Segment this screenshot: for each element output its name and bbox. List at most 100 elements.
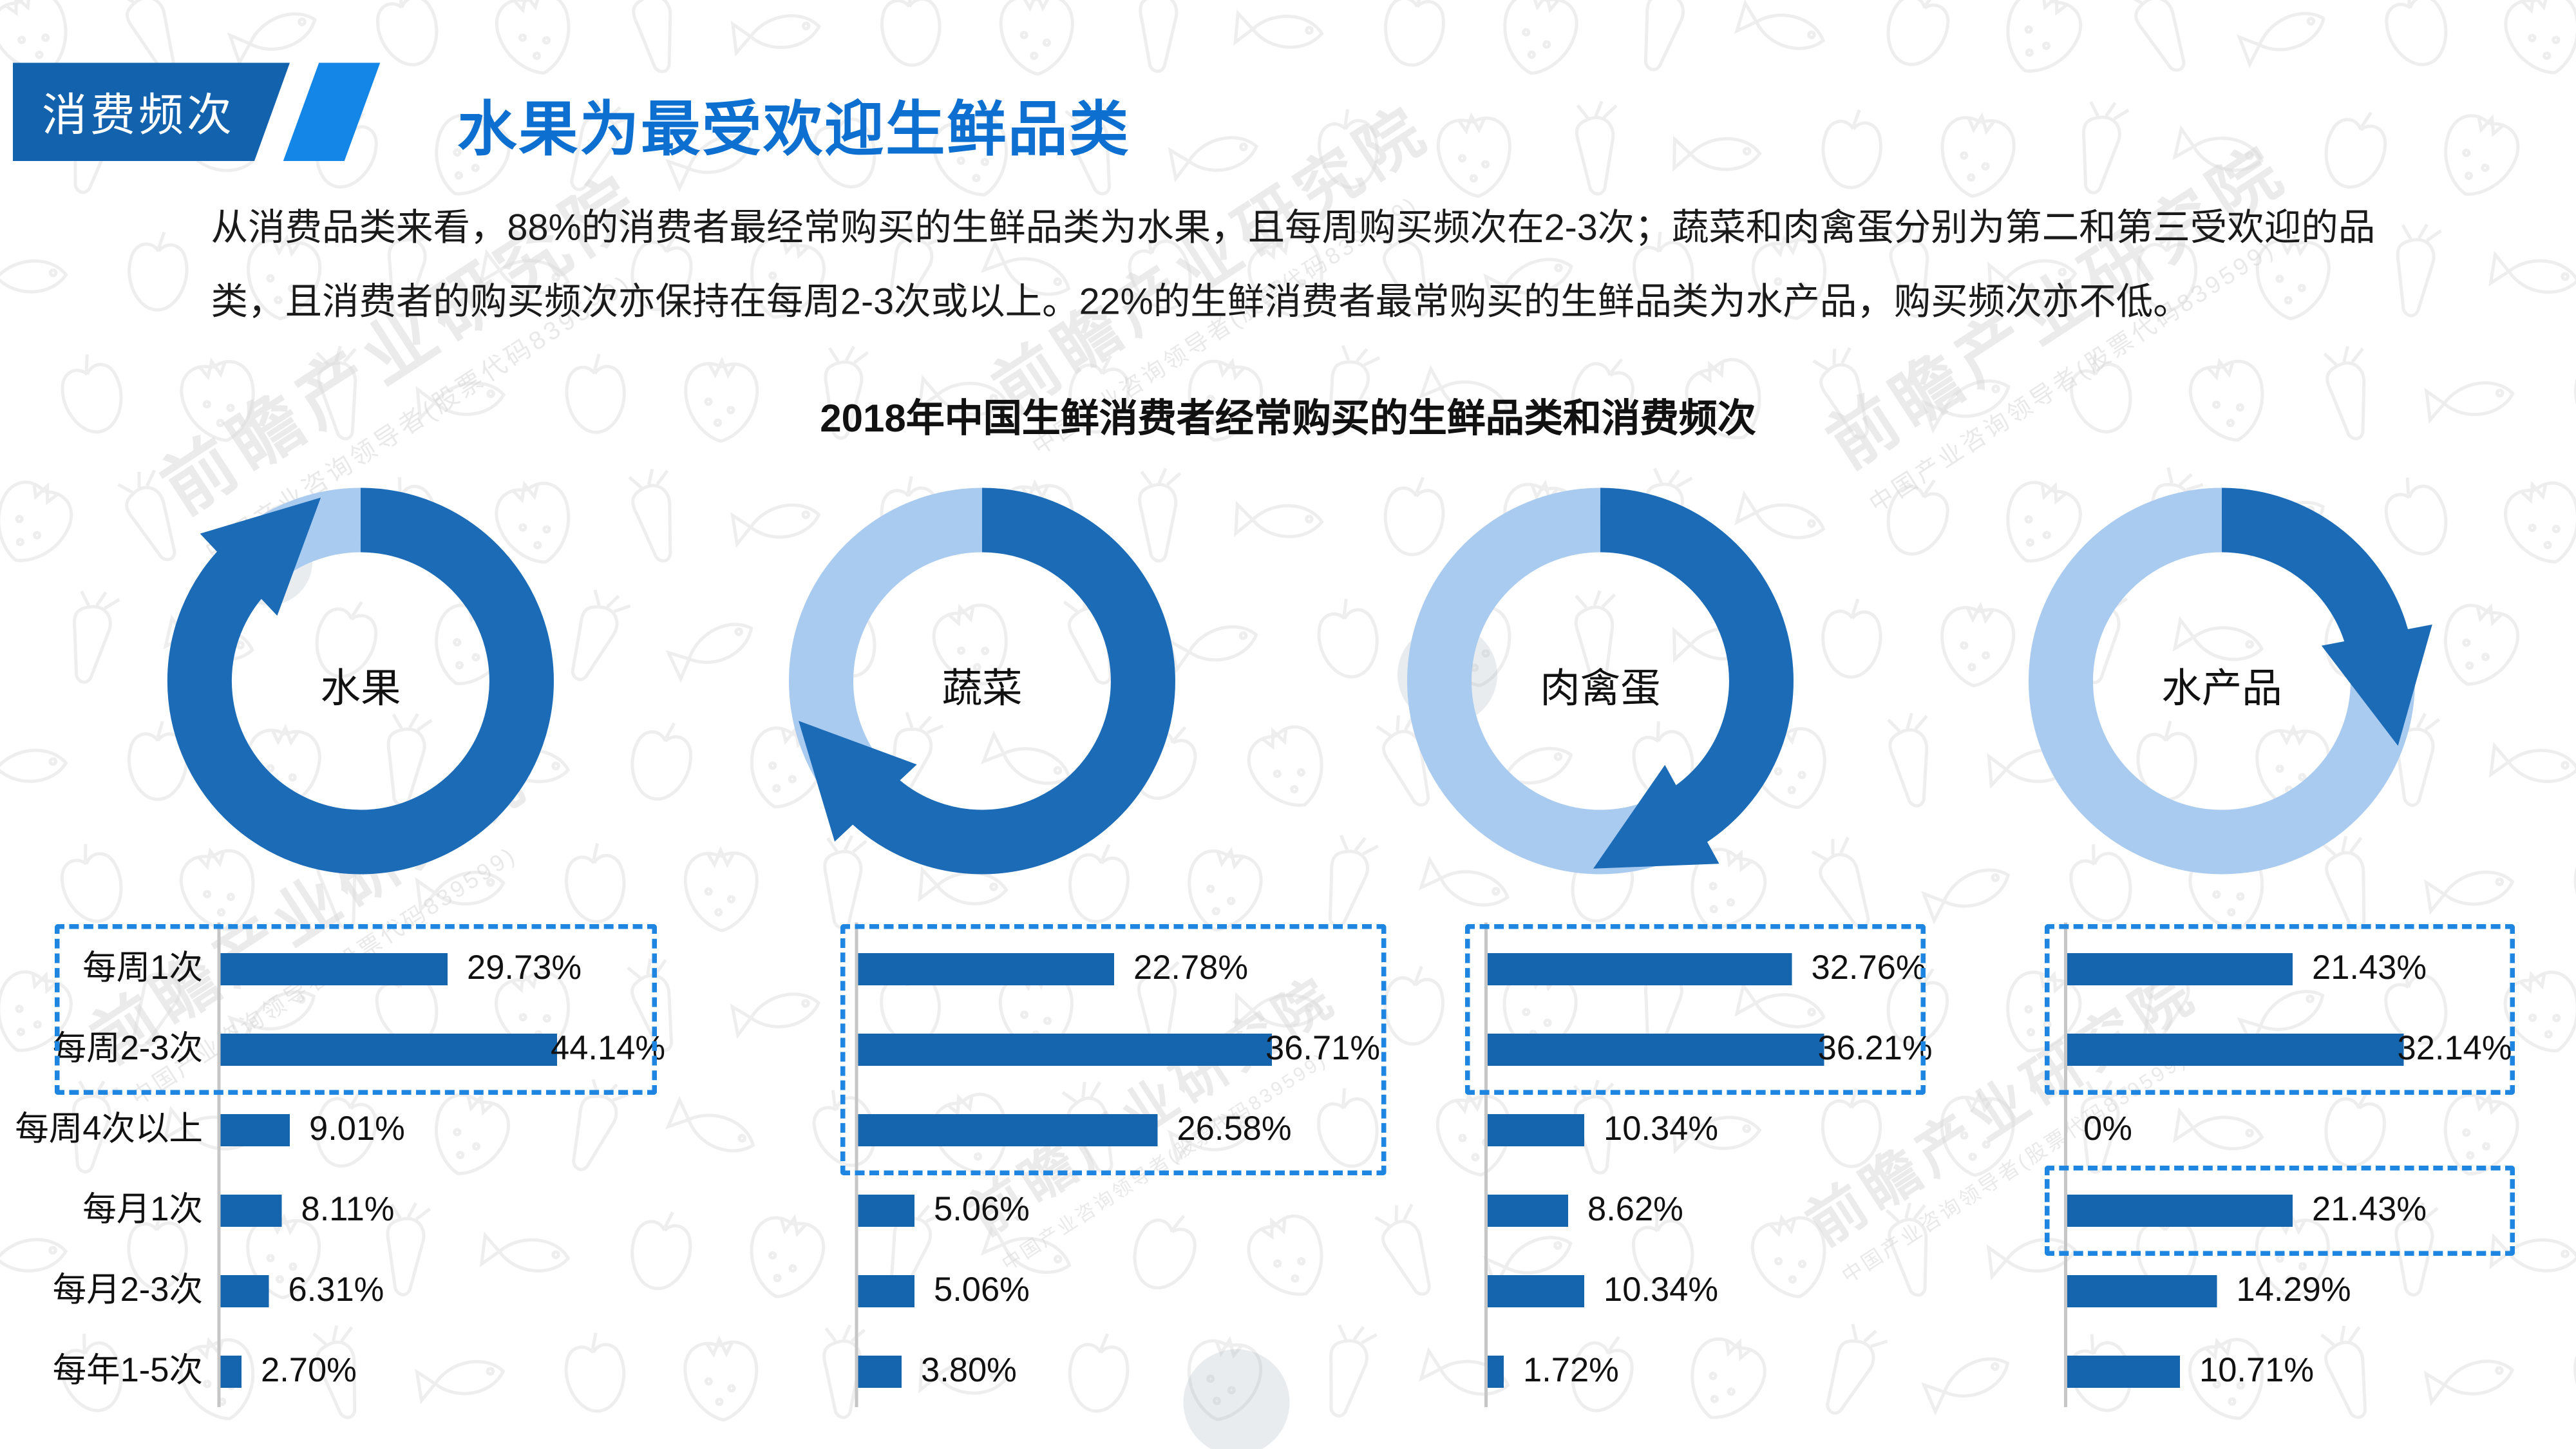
bar-value-label: 8.11% bbox=[301, 1191, 395, 1229]
intro-line-1: 从消费品类来看，88%的消费者最经常购买的生鲜品类为水果，且每周购买频次在2-3… bbox=[211, 206, 2376, 248]
bar bbox=[1488, 1034, 1824, 1066]
bar-value-label: 32.14% bbox=[2397, 1030, 2512, 1068]
brand-watermark: 前瞻产业研究院 中国产业咨询领导者(股票代码839599) bbox=[71, 730, 564, 1113]
bar-value-label: 0% bbox=[2083, 1111, 2132, 1148]
watermark-brand-text: 前瞻产业研究院 bbox=[79, 742, 541, 1077]
ring-track bbox=[1407, 488, 1794, 875]
arrowhead-icon bbox=[200, 497, 321, 616]
badge-accent-stripe bbox=[283, 62, 381, 161]
bar-value-label: 26.58% bbox=[1177, 1111, 1292, 1148]
bar bbox=[220, 1114, 290, 1146]
axis-line bbox=[217, 922, 221, 1407]
bar-value-label: 22.78% bbox=[1133, 950, 1249, 987]
donut-ring-chart bbox=[2029, 488, 2432, 875]
section-badge: 消费频次 bbox=[13, 63, 290, 162]
bar bbox=[2067, 1356, 2180, 1388]
bar-value-label: 10.71% bbox=[2199, 1352, 2315, 1390]
bar-value-label: 36.71% bbox=[1265, 1030, 1381, 1068]
bar-value-label: 6.31% bbox=[288, 1272, 384, 1309]
ring-value-arc bbox=[1600, 488, 1794, 851]
section-badge-label: 消费频次 bbox=[42, 89, 236, 140]
bar-value-label: 5.06% bbox=[934, 1272, 1030, 1309]
arrowhead-icon bbox=[2321, 624, 2432, 746]
bar-value-label: 44.14% bbox=[551, 1030, 666, 1068]
watermark-sub-text: 中国产业咨询领导者(股票代码839599) bbox=[1838, 1047, 2192, 1289]
ring-track bbox=[2029, 488, 2415, 875]
donut-label: 水果 bbox=[320, 667, 401, 712]
bar bbox=[858, 1275, 914, 1307]
donut-ring-chart bbox=[1407, 488, 1794, 875]
bar bbox=[220, 1195, 282, 1227]
bar-value-label: 3.80% bbox=[921, 1352, 1017, 1390]
bar bbox=[2067, 1275, 2217, 1307]
chart-title: 2018年中国生鲜消费者经常购买的生鲜品类和消费频次 bbox=[820, 397, 1756, 442]
bar-value-label: 10.34% bbox=[1604, 1111, 1719, 1148]
bar-value-label: 36.21% bbox=[1817, 1030, 1933, 1068]
highlight-box bbox=[2045, 924, 2515, 1095]
bar-category-label: 每周4次以上 bbox=[15, 1111, 203, 1148]
axis-line bbox=[1484, 922, 1488, 1407]
bar bbox=[220, 1356, 242, 1388]
brand-watermark: 前瞻产业研究院 中国产业咨询领导者(股票代码839599) bbox=[1788, 947, 2230, 1289]
bar-value-label: 32.76% bbox=[1811, 950, 1926, 987]
ring-value-arc bbox=[2221, 488, 2412, 658]
donut-label: 水产品 bbox=[2161, 667, 2282, 712]
bar bbox=[220, 1275, 269, 1307]
highlight-box bbox=[840, 924, 1387, 1175]
bar bbox=[1488, 1356, 1504, 1388]
intro-line-2: 类，且消费者的购买频次亦保持在每周2-3次或以上。22%的生鲜消费者最常购买的生… bbox=[211, 280, 2190, 322]
ring-track bbox=[167, 488, 554, 875]
bar-value-label: 21.43% bbox=[2312, 950, 2427, 987]
ring-track bbox=[789, 488, 1175, 875]
watermark-sub-text: 中国产业咨询领导者(股票代码839599) bbox=[998, 1048, 1332, 1276]
ring-value-arc bbox=[167, 488, 554, 875]
bar bbox=[1488, 953, 1792, 985]
globe-logo-watermark bbox=[225, 518, 312, 605]
watermark-brand-text: 前瞻产业研究院 bbox=[1795, 958, 2208, 1258]
highlight-box bbox=[55, 924, 657, 1095]
axis-line bbox=[2064, 922, 2067, 1407]
bar bbox=[858, 953, 1114, 985]
arrowhead-icon bbox=[799, 721, 917, 842]
bar bbox=[1488, 1195, 1568, 1227]
bar-value-label: 2.70% bbox=[261, 1352, 357, 1390]
bar bbox=[1488, 1275, 1584, 1307]
bar-category-label: 每周1次 bbox=[82, 950, 203, 987]
bar-value-label: 8.62% bbox=[1587, 1191, 1683, 1229]
ring-value-arc bbox=[841, 488, 1175, 875]
bar bbox=[2067, 1034, 2404, 1066]
donut-label: 肉禽蛋 bbox=[1540, 667, 1661, 712]
intro-paragraph: 从消费品类来看，88%的消费者最经常购买的生鲜品类为水果，且每周购买频次在2-3… bbox=[211, 190, 2414, 338]
bar-category-label: 每月2-3次 bbox=[52, 1272, 203, 1309]
bar bbox=[858, 1195, 914, 1227]
globe-logo-watermark bbox=[1397, 625, 1497, 724]
axis-line bbox=[855, 922, 858, 1407]
donut-ring-chart bbox=[789, 488, 1175, 875]
highlight-box bbox=[1465, 924, 1926, 1095]
bar bbox=[858, 1034, 1272, 1066]
bar-category-label: 每年1-5次 bbox=[52, 1352, 203, 1390]
globe-logo-watermark bbox=[1183, 1349, 1290, 1449]
arrowhead-icon bbox=[1593, 764, 1719, 869]
bar-category-label: 每周2-3次 bbox=[52, 1030, 203, 1068]
bar-value-label: 9.01% bbox=[309, 1111, 405, 1148]
bar-value-label: 21.43% bbox=[2312, 1191, 2427, 1229]
bar bbox=[220, 1034, 557, 1066]
highlight-box bbox=[2045, 1166, 2515, 1256]
bar-value-label: 10.34% bbox=[1604, 1272, 1719, 1309]
bar bbox=[220, 953, 448, 985]
bar bbox=[1488, 1114, 1584, 1146]
bar bbox=[2067, 953, 2293, 985]
page-title: 水果为最受欢迎生鲜品类 bbox=[457, 97, 1130, 163]
bar-value-label: 5.06% bbox=[934, 1191, 1030, 1229]
watermark-brand-text: 前瞻产业研究院 bbox=[958, 965, 1347, 1247]
bar bbox=[858, 1114, 1158, 1146]
bar bbox=[2067, 1195, 2293, 1227]
donut-ring-chart bbox=[167, 488, 554, 875]
bar-value-label: 1.72% bbox=[1523, 1352, 1619, 1390]
watermark-sub-text: 中国产业咨询领导者(股票代码839599) bbox=[126, 842, 522, 1112]
donut-label: 蔬菜 bbox=[942, 667, 1023, 712]
brand-watermark: 前瞻产业研究院 中国产业咨询领导者(股票代码839599) bbox=[951, 954, 1366, 1277]
bar-value-label: 14.29% bbox=[2236, 1272, 2351, 1309]
